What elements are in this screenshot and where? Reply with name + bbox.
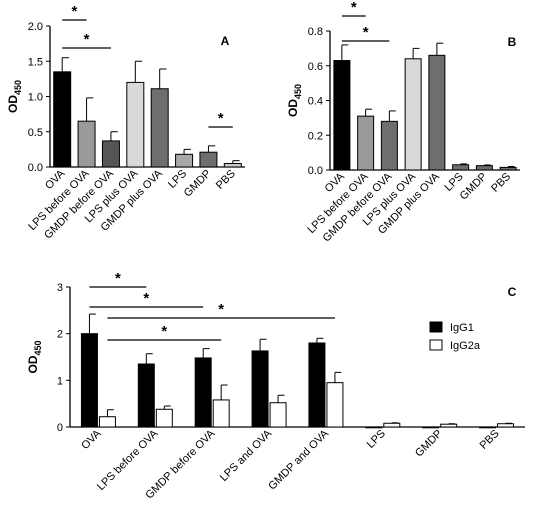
category-4-bar <box>150 88 169 168</box>
series-IgG1-bar <box>479 426 497 429</box>
y-tick-label: 1.0 <box>28 92 43 104</box>
legend-label-IgG1: IgG1 <box>450 322 474 334</box>
category-2-bar <box>101 140 120 168</box>
y-tick-label: 2.0 <box>28 21 43 33</box>
category-0-bar <box>53 71 72 168</box>
x-category-label: PBS <box>478 428 502 452</box>
y-axis-title-subscript: 450 <box>293 84 303 99</box>
x-category-label: GMDP <box>413 428 445 460</box>
category-3-bar <box>404 58 422 171</box>
series-IgG1-bar <box>80 333 98 428</box>
series-IgG2a-bar <box>98 416 116 428</box>
x-category-label: LPS before OVA <box>95 427 161 493</box>
y-axis-title: OD450 <box>286 84 303 117</box>
y-tick-label: 1 <box>57 375 63 387</box>
category-5-bar <box>175 153 194 168</box>
series-IgG2a-bar <box>383 422 401 428</box>
series-IgG2a-bar <box>269 402 287 428</box>
panel-label: B <box>508 35 517 49</box>
x-category-label: GMDP and OVA <box>266 427 331 492</box>
significance-star: * <box>161 323 167 340</box>
category-3-bar <box>126 81 145 168</box>
y-tick-label: 0.5 <box>28 127 43 139</box>
y-tick-label: 0.6 <box>308 61 323 73</box>
y-axis-title-main: OD <box>286 99 300 117</box>
y-tick-label: 1.5 <box>28 56 43 68</box>
y-axis-title-main: OD <box>6 95 20 113</box>
category-1-bar <box>77 120 96 168</box>
y-tick-label: 0.0 <box>28 162 43 174</box>
y-axis-title-subscript: 450 <box>33 340 43 355</box>
y-tick-label: 3 <box>57 282 63 294</box>
y-axis-title-main: OD <box>26 355 40 373</box>
legend-label-IgG2a: IgG2a <box>450 340 481 352</box>
series-IgG2a-bar <box>440 423 458 428</box>
category-0-bar <box>333 60 351 171</box>
y-tick-label: 0.8 <box>308 26 323 38</box>
series-IgG2a-bar <box>212 399 230 428</box>
category-4-bar <box>428 54 446 171</box>
significance-star: * <box>84 31 90 48</box>
series-IgG2a-bar <box>155 408 173 428</box>
significance-star: * <box>71 3 77 20</box>
y-axis-title: OD450 <box>26 340 43 373</box>
category-2-bar <box>380 120 398 171</box>
significance-star: * <box>363 24 369 41</box>
series-IgG1-bar <box>137 363 155 428</box>
legend-swatch-IgG2a <box>429 339 443 351</box>
y-tick-label: 0.4 <box>308 96 323 108</box>
y-axis-title-subscript: 450 <box>13 80 23 95</box>
x-category-label: GMDP <box>458 171 490 203</box>
y-tick-label: 2 <box>57 329 63 341</box>
category-7-bar <box>223 162 242 168</box>
y-axis-title: OD450 <box>6 80 23 113</box>
category-1-bar <box>357 115 375 171</box>
x-category-label: OVA <box>79 427 104 452</box>
significance-star: * <box>115 270 121 287</box>
series-IgG2a-bar <box>497 423 515 428</box>
x-category-label: LPS <box>365 428 388 451</box>
series-IgG1-bar <box>308 342 326 428</box>
y-tick-label: 0.0 <box>308 165 323 177</box>
series-IgG1-bar <box>365 426 383 429</box>
significance-star: * <box>351 0 357 16</box>
significance-star: * <box>143 290 149 307</box>
x-category-label: GMDP <box>182 168 214 200</box>
panel-label: A <box>221 34 230 48</box>
x-category-label: PBS <box>214 168 238 192</box>
y-tick-label: 0 <box>57 422 63 434</box>
category-6-bar <box>199 151 218 168</box>
significance-star: * <box>218 110 224 127</box>
series-IgG1-bar <box>422 426 440 429</box>
series-IgG1-bar <box>194 357 212 428</box>
category-6-bar <box>475 165 493 171</box>
category-5-bar <box>452 164 470 171</box>
significance-star: * <box>218 301 224 318</box>
series-IgG2a-bar <box>326 382 344 428</box>
y-tick-label: 0.2 <box>308 130 323 142</box>
series-IgG1-bar <box>251 350 269 428</box>
x-category-label: PBS <box>489 171 513 195</box>
category-7-bar <box>499 166 517 171</box>
x-category-label: LPS and OVA <box>218 427 275 484</box>
panel-label: C <box>508 285 517 299</box>
legend-swatch-IgG1 <box>429 321 443 333</box>
